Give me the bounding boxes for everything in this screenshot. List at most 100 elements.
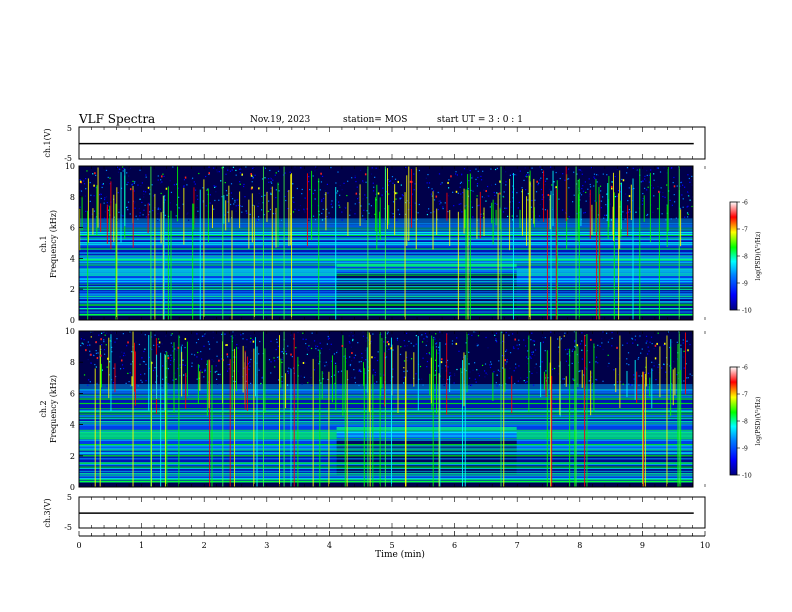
spectrogram-speckle [591,372,593,374]
spectrogram-speckle [523,379,525,382]
spectrogram-speckle [657,366,659,368]
spectrogram-speckle [95,174,97,177]
spectrogram-speckle [232,337,234,339]
spectrogram-speckle [172,166,174,168]
spectrogram-speckle [145,176,147,178]
freq-tick-label: 2 [70,285,75,294]
spectrogram-speckle [470,189,472,192]
spectrogram-speckle [206,363,208,365]
spectrogram-speckle [251,175,254,178]
spectrogram-speckle [581,358,583,360]
spectrogram-speckle [429,353,431,355]
spectrogram-speckle [215,191,217,193]
start-time-label: start UT = 3 : 0 : 1 [437,115,523,125]
spectrogram-speckle [167,355,169,357]
spectrogram-speckle [176,204,178,206]
spectrogram-speckle [676,373,678,376]
spectrogram-speckle [183,374,185,376]
spectrogram-speckle [574,341,576,343]
spectrogram-speckle [204,369,206,372]
spectrogram-speckle [354,376,356,378]
freq-tick-label: 4 [70,421,75,430]
spectrogram-speckle [501,355,503,357]
spectrogram-speckle [511,333,514,335]
spectrogram-speckle [360,212,362,214]
spectrogram-hotspot [440,361,443,364]
spectrogram-speckle [235,174,237,176]
spectrogram-speckle [691,374,693,377]
spectrogram-speckle [322,208,324,211]
spectrogram-speckle [527,363,529,365]
spectrogram-speckle [196,378,198,380]
spectrogram-speckle [366,210,368,212]
spectrogram-speckle [314,219,317,221]
spectrogram-hotspot [252,340,255,343]
spectrogram-speckle [350,331,352,334]
spectrogram-speckle [666,334,668,336]
colorbar-tick-label: -9 [742,446,748,453]
spectrogram-speckle [409,208,411,211]
spectrogram-speckle [475,331,477,333]
spectrogram-hotspot [184,337,187,340]
spectrogram-speckle [237,204,239,206]
spectrogram-speckle [335,182,337,184]
spectrogram-speckle [568,216,570,218]
spectrogram-speckle [428,186,430,189]
spectrogram-hotspot [390,347,393,350]
spectrogram-speckle [308,219,310,221]
spectrogram-speckle [535,363,537,365]
spectrogram-speckle [144,334,146,336]
spectrogram-speckle [157,175,159,177]
spectrogram-speckle [631,337,633,339]
spectrogram-speckle [436,219,439,221]
spectrogram-speckle [595,361,597,363]
spectrogram-speckle [391,178,394,180]
spectrogram-speckle [308,345,310,348]
spectrogram-speckle [365,181,367,183]
spectrogram-hotspot [355,192,358,195]
spectrogram-speckle [285,353,288,355]
spectrogram-speckle [314,170,316,172]
spectrogram-speckle [345,357,347,359]
spectrogram-speckle [358,361,360,363]
spectrogram-speckle [176,349,178,351]
spectrogram-speckle [594,177,596,180]
ch2-spectrogram-channel-label: ch.2 [39,400,48,417]
x-tick-label: 8 [577,541,582,550]
spectrogram-hotspot [590,338,592,341]
spectrogram-speckle [525,174,528,176]
spectrogram-speckle [425,344,427,347]
spectrogram-speckle [103,199,106,201]
spectrogram-speckle [328,337,330,339]
spectrogram-speckle [181,344,183,346]
spectrogram-speckle [231,207,233,209]
spectrogram-speckle [326,208,328,210]
spectrogram-speckle [140,373,142,376]
spectrogram-speckle [261,178,264,180]
spectrogram-speckle [126,206,129,208]
spectrogram-speckle [398,213,401,215]
spectrogram-speckle [626,172,628,174]
spectrogram-speckle [165,335,167,337]
spectrogram-speckle [222,166,225,168]
spectrogram-speckle [585,368,587,370]
spectrogram-speckle [272,212,274,215]
spectrogram-hotspot [250,187,253,190]
spectrogram-speckle [163,175,165,177]
spectrogram-speckle [461,173,463,175]
spectrogram-speckle [203,376,205,378]
spectrogram-speckle [614,195,616,198]
spectrogram-speckle [239,172,241,174]
spectrogram-speckle [675,217,677,219]
freq-tick-label: 6 [70,224,75,233]
spectrogram-speckle [364,372,366,374]
spectrogram-speckle [607,365,609,367]
spectrogram-speckle [659,191,661,193]
spectrogram-speckle [576,173,578,175]
spectrogram-speckle [354,203,356,205]
spectrogram-speckle [121,364,124,366]
spectrogram-speckle [689,343,691,346]
spectrogram-speckle [235,210,237,212]
spectrogram-speckle [148,204,151,206]
spectrogram-speckle [544,180,547,182]
